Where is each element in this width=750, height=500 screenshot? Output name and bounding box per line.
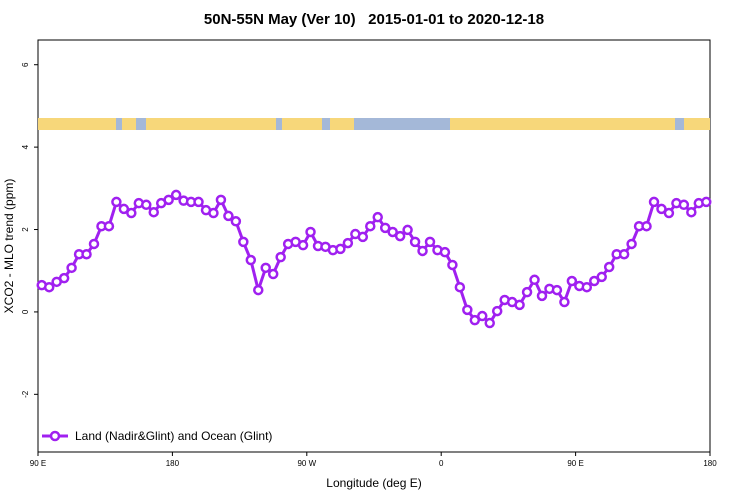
x-tick-label: 90 W [297,459,316,468]
data-point [469,314,481,326]
data-point [387,226,398,238]
data-point [342,237,354,249]
data-point [372,211,383,223]
land-strip [122,118,136,130]
data-point [559,296,570,308]
y-axis-label: XCO2 - MLO trend (ppm) [2,179,16,314]
data-point [581,281,593,293]
land-strip [146,118,276,130]
data-point [648,196,660,208]
data-point [223,210,234,222]
data-point [462,304,473,316]
data-point [66,262,77,274]
data-point [245,254,257,266]
data-point [43,281,55,293]
data-point [230,216,242,227]
data-point [409,236,421,248]
data-point [484,317,495,329]
data-point [193,196,204,208]
land-ocean-strip [38,118,710,130]
x-tick-label: 180 [703,459,717,468]
data-point [417,245,428,257]
data-point [566,275,578,287]
data-point [126,207,137,219]
y-tick-label: 6 [21,62,30,67]
data-point [305,226,316,238]
data-point [297,239,309,251]
y-tick-label: 2 [21,227,30,232]
land-strip [684,118,710,130]
data-point [663,207,675,219]
land-strip [330,118,354,130]
data-point [529,274,540,286]
legend: Land (Nadir&Glint) and Ocean (Glint) [42,429,272,443]
data-point [275,251,286,263]
data-point [253,284,264,296]
data-point [678,199,690,211]
data-point [477,310,488,322]
x-tick-label: 90 E [567,459,583,468]
data-point [424,236,436,248]
data-point [208,207,219,219]
land-strip [282,118,322,130]
data-point [536,290,548,302]
data-point [402,224,413,236]
data-point [626,238,637,250]
data-point [365,220,376,232]
data-point [551,284,563,296]
data-point [141,199,152,211]
data-point [379,222,391,234]
data-point [701,196,712,208]
data-point [521,286,533,298]
data-point [103,220,115,232]
y-tick-label: 4 [21,144,30,149]
land-strip [38,118,116,130]
data-point [603,261,615,273]
chart-title: 50N-55N May (Ver 10) 2015-01-01 to 2020-… [204,11,544,28]
data-point [238,236,249,248]
data-point [618,248,630,260]
data-point [148,206,159,218]
data-point [357,231,369,243]
data-point [260,262,271,274]
x-tick-label: 0 [439,459,444,468]
data-point [447,259,458,271]
data-point [394,230,406,242]
legend-marker [49,430,61,442]
data-point [589,275,600,287]
data-point [215,194,227,206]
data-point [596,271,607,283]
data-point [686,206,697,218]
data-point [170,189,182,201]
data-point [335,243,346,255]
data-point [118,203,130,215]
data-point [111,196,122,208]
legend-label: Land (Nadir&Glint) and Ocean (Glint) [75,429,272,443]
data-point [439,246,451,258]
y-tick-label: 0 [21,309,30,314]
plot-frame [37,39,711,453]
data-point [163,194,174,206]
y-tick-label: -2 [21,390,30,398]
x-tick-label: 180 [166,459,180,468]
data-point [267,268,279,280]
data-point [514,299,525,311]
land-strip [450,118,675,130]
data-point [656,203,667,215]
data-point [58,272,70,284]
x-axis-label: Longitude (deg E) [326,476,421,490]
data-point [641,220,652,232]
data-point [454,281,466,293]
data-point [88,238,100,250]
x-tick-label: 90 E [30,459,46,468]
data-point [81,248,92,260]
data-point [491,305,503,317]
